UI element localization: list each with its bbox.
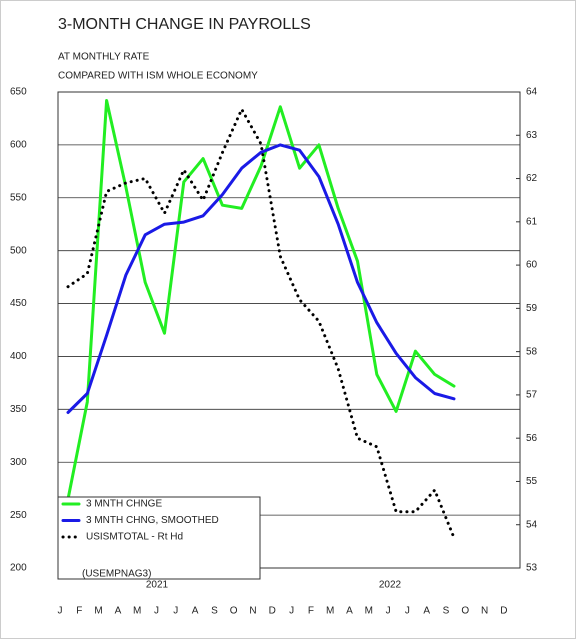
x-tick-label: M: [365, 606, 373, 617]
annotation: (USEMPNAG3): [82, 569, 151, 580]
y-tick-label: 450: [10, 298, 27, 309]
y2-tick-label: 53: [526, 563, 538, 574]
x-tick-label: N: [481, 606, 488, 617]
series-line: [66, 143, 456, 414]
y2-tick-label: 56: [526, 433, 538, 444]
y-tick-label: 250: [10, 510, 27, 521]
y2-tick-label: 64: [526, 87, 538, 98]
y2-tick-label: 55: [526, 476, 538, 487]
legend-label: USISMTOTAL - Rt Hd: [86, 532, 183, 543]
series-line: [66, 99, 456, 501]
x-tick-label: J: [405, 606, 410, 617]
x-tick-label: J: [58, 606, 63, 617]
x-tick-label: O: [230, 606, 238, 617]
y-tick-label: 400: [10, 351, 27, 362]
x-tick-label: A: [346, 606, 353, 617]
x-tick-label: J: [386, 606, 391, 617]
x-tick-label: S: [443, 606, 450, 617]
y-tick-label: 500: [10, 245, 27, 256]
x-tick-label: A: [192, 606, 199, 617]
y-tick-label: 600: [10, 140, 27, 151]
x-tick-label: A: [115, 606, 122, 617]
y-tick-label: 300: [10, 457, 27, 468]
x-tick-label: D: [500, 606, 507, 617]
y-tick-label: 550: [10, 192, 27, 203]
chart-title: 3-MONTH CHANGE IN PAYROLLS: [58, 16, 311, 33]
x-tick-label: N: [249, 606, 256, 617]
y2-tick-label: 57: [526, 390, 538, 401]
x-tick-label: F: [308, 606, 314, 617]
year-label: 2021: [146, 580, 169, 591]
y2-tick-label: 63: [526, 130, 538, 141]
y2-tick-label: 58: [526, 346, 538, 357]
x-tick-label: F: [76, 606, 82, 617]
x-tick-label: D: [269, 606, 276, 617]
x-tick-label: J: [289, 606, 294, 617]
x-tick-label: M: [326, 606, 334, 617]
legend-box: [57, 496, 261, 580]
y-tick-label: 350: [10, 404, 27, 415]
y2-tick-label: 60: [526, 260, 538, 271]
x-tick-label: M: [133, 606, 141, 617]
y2-tick-label: 62: [526, 173, 538, 184]
x-tick-label: J: [173, 606, 178, 617]
subtitle: AT MONTHLY RATE: [58, 52, 150, 63]
y-tick-label: 200: [10, 563, 27, 574]
y2-tick-label: 54: [526, 519, 538, 530]
x-tick-label: J: [154, 606, 159, 617]
legend-label: 3 MNTH CHNG, SMOOTHED: [86, 515, 219, 526]
plot-area: [57, 91, 521, 569]
series-line: [66, 107, 456, 540]
y2-tick-label: 61: [526, 216, 538, 227]
x-tick-label: S: [211, 606, 218, 617]
x-tick-label: O: [461, 606, 469, 617]
x-tick-label: A: [423, 606, 430, 617]
legend-label: 3 MNTH CHNGE: [86, 499, 162, 510]
year-label: 2022: [379, 580, 402, 591]
y2-tick-label: 59: [526, 303, 538, 314]
x-tick-label: M: [94, 606, 102, 617]
y-tick-label: 650: [10, 87, 27, 98]
subtitle: COMPARED WITH ISM WHOLE ECONOMY: [58, 71, 258, 82]
